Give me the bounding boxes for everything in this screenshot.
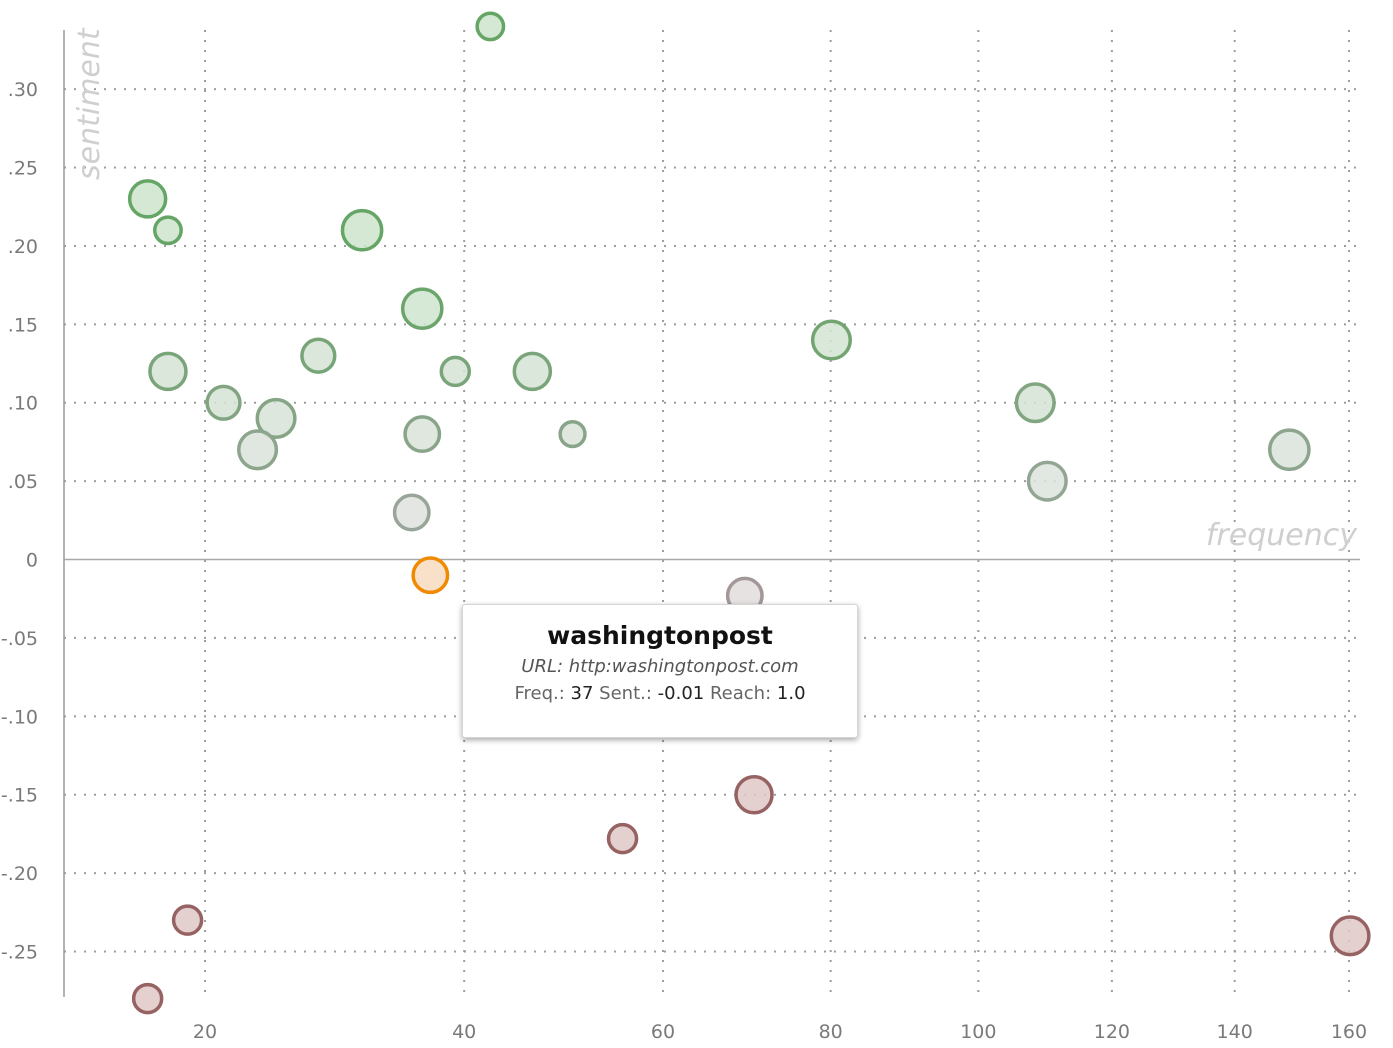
data-point[interactable] (403, 415, 442, 454)
data-point[interactable] (606, 822, 639, 855)
data-point[interactable] (152, 215, 183, 246)
data-point[interactable] (1014, 382, 1056, 424)
data-point[interactable] (205, 384, 242, 421)
x-tick-label: 60 (651, 1021, 675, 1043)
data-point[interactable] (148, 351, 188, 392)
tooltip-sent-label: Sent.: (599, 683, 652, 704)
y-tick-label: -.20 (1, 863, 38, 885)
highlighted-data-point[interactable] (411, 556, 450, 595)
tooltip-freq-label: Freq.: (514, 683, 565, 704)
x-tick-label: 160 (1331, 1021, 1367, 1043)
x-tick-label: 120 (1094, 1021, 1130, 1043)
tooltip-reach-label: Reach: (709, 683, 772, 704)
tooltip-reach-value: 1.0 (776, 683, 806, 704)
data-point[interactable] (237, 429, 279, 471)
x-tick-label: 40 (452, 1021, 476, 1043)
data-point[interactable] (734, 774, 774, 815)
x-tick-labels: 20 40 60 80 100 120 140 160 (193, 1021, 1367, 1043)
y-tick-label: 0 (26, 550, 38, 572)
y-tick-labels: .30 .25 .20 .15 .10 .05 0 -.05 -.10 -.15 -.20 -.25 (1, 79, 38, 963)
y-tick-label: .25 (8, 158, 38, 180)
grid-lines (64, 30, 1360, 997)
y-tick-label: .30 (8, 79, 38, 101)
data-point[interactable] (340, 208, 384, 252)
x-axis-title: frequency (1206, 518, 1358, 553)
tooltip-sent-value: -0.01 (657, 683, 705, 704)
data-point[interactable] (512, 351, 553, 392)
y-axis-title: sentiment (72, 27, 107, 180)
data-point[interactable] (558, 419, 587, 449)
data-point[interactable] (392, 493, 431, 532)
data-point[interactable] (127, 179, 168, 219)
tooltip-url-line: URL: http:washingtonpost.com (463, 653, 857, 680)
data-point[interactable] (171, 904, 204, 936)
data-point[interactable] (131, 982, 164, 1015)
y-tick-label: .15 (8, 314, 38, 336)
x-tick-label: 100 (960, 1021, 996, 1043)
data-points (127, 11, 1371, 1015)
y-tick-label: .10 (8, 393, 38, 415)
data-point[interactable] (1329, 915, 1371, 957)
data-point[interactable] (475, 11, 506, 42)
y-tick-label: -.25 (1, 942, 38, 964)
data-point[interactable] (1268, 428, 1311, 472)
data-point[interactable] (439, 355, 472, 388)
tooltip-stats-line: Freq.: 37 Sent.: -0.01 Reach: 1.0 (463, 680, 857, 707)
y-tick-label: .05 (8, 471, 38, 493)
data-point[interactable] (810, 319, 853, 361)
y-tick-label: -.10 (1, 706, 38, 728)
point-tooltip: washingtonpost URL: http:washingtonpost.… (462, 604, 858, 738)
tooltip-url-label: URL: (521, 656, 564, 677)
data-point[interactable] (255, 397, 297, 439)
data-point[interactable] (300, 337, 337, 374)
y-tick-label: -.15 (1, 785, 38, 807)
data-point[interactable] (400, 287, 444, 331)
x-tick-label: 140 (1217, 1021, 1253, 1043)
y-tick-label: -.05 (1, 628, 38, 650)
y-tick-label: .20 (8, 236, 38, 258)
x-tick-label: 20 (193, 1021, 217, 1043)
data-point[interactable] (1026, 460, 1068, 502)
x-tick-label: 80 (819, 1021, 843, 1043)
tooltip-url-value: http:washingtonpost.com (568, 656, 799, 677)
tooltip-title: washingtonpost (547, 621, 773, 650)
tooltip-freq-value: 37 (570, 683, 594, 704)
